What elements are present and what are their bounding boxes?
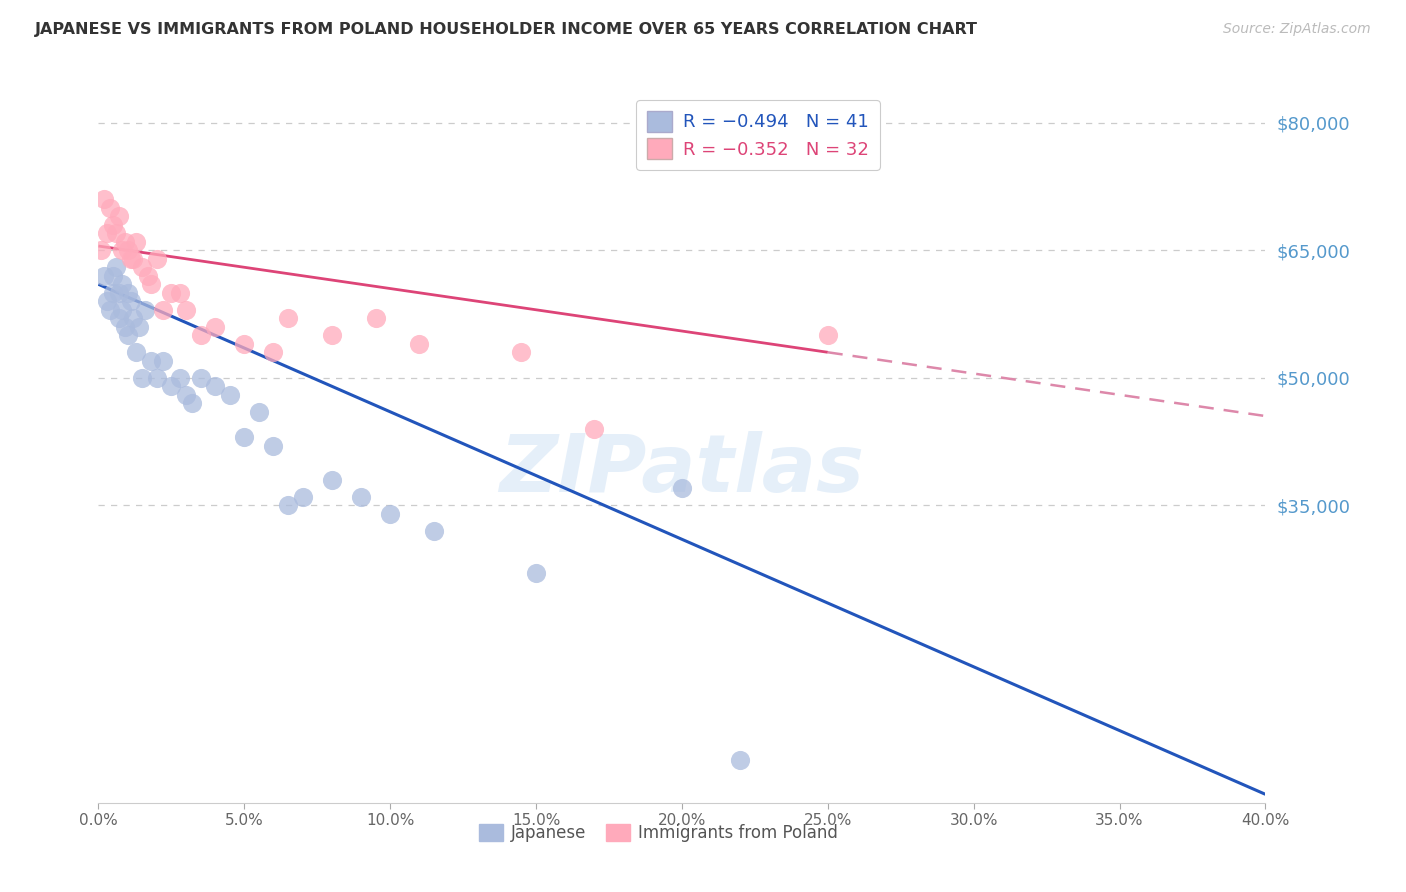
Point xyxy=(817,328,839,343)
Point xyxy=(98,201,121,215)
Point xyxy=(262,345,284,359)
Point xyxy=(364,311,387,326)
Point xyxy=(247,405,270,419)
Point xyxy=(174,388,197,402)
Point xyxy=(111,277,134,292)
Point xyxy=(120,252,142,266)
Point xyxy=(117,285,139,300)
Point xyxy=(111,244,134,258)
Point xyxy=(104,227,127,241)
Point xyxy=(152,302,174,317)
Point xyxy=(111,302,134,317)
Point xyxy=(218,388,240,402)
Point xyxy=(146,252,169,266)
Point xyxy=(730,753,752,767)
Point xyxy=(169,371,191,385)
Point xyxy=(146,371,169,385)
Point xyxy=(524,566,547,581)
Point xyxy=(101,218,124,232)
Point xyxy=(160,379,183,393)
Point xyxy=(671,481,693,495)
Point xyxy=(291,490,314,504)
Point xyxy=(136,268,159,283)
Point xyxy=(90,244,112,258)
Point xyxy=(131,260,153,275)
Point xyxy=(204,379,226,393)
Point xyxy=(128,319,150,334)
Point xyxy=(204,319,226,334)
Point xyxy=(96,227,118,241)
Point xyxy=(152,353,174,368)
Point xyxy=(423,524,446,538)
Point xyxy=(169,285,191,300)
Point xyxy=(510,345,533,359)
Point xyxy=(277,498,299,512)
Point xyxy=(114,319,136,334)
Point xyxy=(98,302,121,317)
Point xyxy=(114,235,136,249)
Point xyxy=(125,235,148,249)
Text: JAPANESE VS IMMIGRANTS FROM POLAND HOUSEHOLDER INCOME OVER 65 YEARS CORRELATION : JAPANESE VS IMMIGRANTS FROM POLAND HOUSE… xyxy=(35,22,979,37)
Point xyxy=(139,353,162,368)
Point xyxy=(93,268,115,283)
Point xyxy=(262,439,284,453)
Point xyxy=(190,371,212,385)
Point xyxy=(174,302,197,317)
Point xyxy=(117,244,139,258)
Point xyxy=(233,430,256,444)
Point xyxy=(101,285,124,300)
Point xyxy=(380,507,402,521)
Text: ZIPatlas: ZIPatlas xyxy=(499,432,865,509)
Point xyxy=(350,490,373,504)
Point xyxy=(277,311,299,326)
Point xyxy=(117,328,139,343)
Legend: Japanese, Immigrants from Poland: Japanese, Immigrants from Poland xyxy=(472,817,845,848)
Point xyxy=(139,277,162,292)
Point xyxy=(122,252,145,266)
Point xyxy=(131,371,153,385)
Point xyxy=(134,302,156,317)
Y-axis label: Householder Income Over 65 years: Householder Income Over 65 years xyxy=(0,306,7,577)
Point xyxy=(104,260,127,275)
Point xyxy=(125,345,148,359)
Point xyxy=(120,294,142,309)
Point xyxy=(101,268,124,283)
Point xyxy=(321,328,343,343)
Point xyxy=(122,311,145,326)
Point xyxy=(233,336,256,351)
Point xyxy=(583,422,606,436)
Point xyxy=(321,473,343,487)
Point xyxy=(190,328,212,343)
Point xyxy=(180,396,202,410)
Point xyxy=(160,285,183,300)
Point xyxy=(408,336,430,351)
Point xyxy=(93,192,115,206)
Text: Source: ZipAtlas.com: Source: ZipAtlas.com xyxy=(1223,22,1371,37)
Point xyxy=(108,311,131,326)
Point xyxy=(108,209,131,223)
Point xyxy=(108,285,131,300)
Point xyxy=(96,294,118,309)
